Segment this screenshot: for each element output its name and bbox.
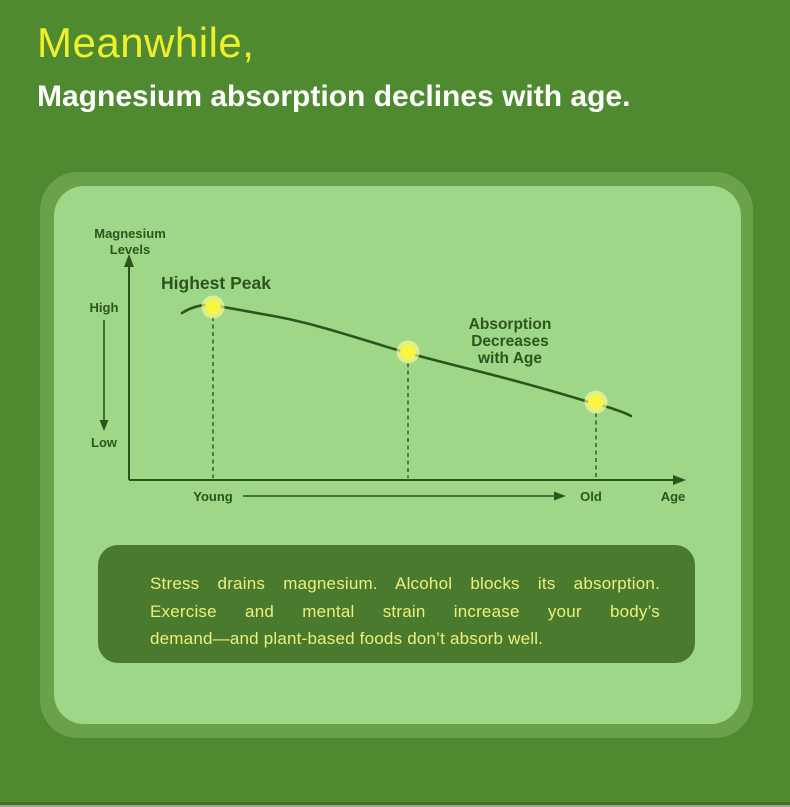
x-tick-old: Old <box>580 489 602 504</box>
x-tick-young: Young <box>193 489 233 504</box>
young-to-old-arrow-right-icon <box>554 491 566 501</box>
chart-panel: Magnesium Levels High Low <box>54 186 741 724</box>
x-axis-title: Age <box>661 489 686 504</box>
data-point-young <box>205 299 221 315</box>
y-axis-arrow-up-icon <box>124 254 134 267</box>
bottom-edge-gray-line <box>0 805 790 807</box>
magnesium-age-chart: Magnesium Levels High Low <box>90 226 686 504</box>
y-tick-high: High <box>90 300 119 315</box>
y-axis-title-line2: Levels <box>110 242 150 257</box>
page-header: Meanwhile, Magnesium absorption declines… <box>37 19 631 114</box>
y-axis-title-line1: Magnesium <box>94 226 166 241</box>
note-text-line-2: Exercise and mental strain increase your… <box>150 601 660 621</box>
high-to-low-arrow-down-icon <box>99 420 109 431</box>
note-text-line-1: Stress drains magnesium. Alcohol blocks … <box>150 574 660 593</box>
annotation-absorption-line3: with Age <box>477 350 542 367</box>
y-tick-low: Low <box>91 435 118 450</box>
data-point-middle <box>400 344 416 360</box>
x-axis-arrow-right-icon <box>673 475 686 485</box>
chart-panel-ring: Magnesium Levels High Low <box>40 172 753 738</box>
annotation-absorption-line2: Decreases <box>471 333 549 350</box>
note-box: Stress drains magnesium. Alcohol blocks … <box>98 545 695 663</box>
annotation-highest-peak: Highest Peak <box>161 273 271 293</box>
bottom-edge-dark-line <box>0 802 790 805</box>
note-text-line-3: demand—and plant-based foods don’t absor… <box>150 629 544 648</box>
annotation-absorption-line1: Absorption <box>469 316 552 333</box>
eyebrow-heading: Meanwhile, <box>37 19 255 66</box>
data-point-old <box>588 394 604 410</box>
page-title: Magnesium absorption declines with age. <box>37 80 631 114</box>
